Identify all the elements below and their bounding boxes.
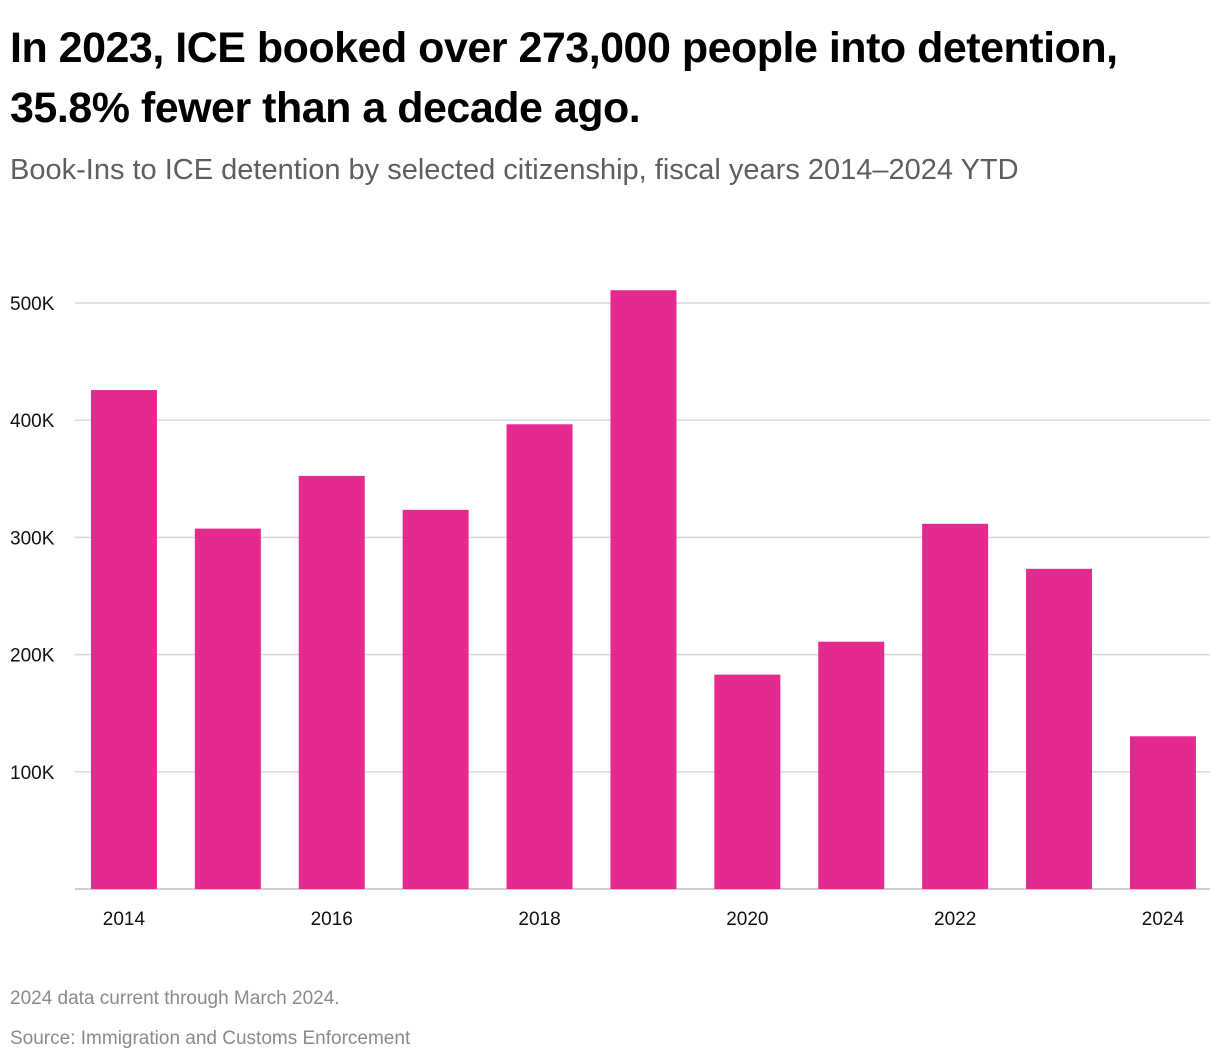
x-tick-label: 2018 — [518, 909, 560, 930]
bar-2016 — [298, 475, 365, 889]
x-tick-label: 2014 — [103, 909, 146, 930]
x-tick-label: 2016 — [311, 909, 353, 930]
x-tick-label: 2020 — [726, 909, 768, 930]
bar-2023 — [1026, 568, 1093, 889]
y-tick-label: 200K — [10, 646, 55, 667]
chart-title: In 2023, ICE booked over 273,000 people … — [10, 24, 1118, 132]
bar-2021 — [818, 641, 885, 889]
y-tick-label: 500K — [10, 294, 55, 315]
x-tick-label: 2024 — [1142, 909, 1185, 930]
y-tick-label: 100K — [10, 763, 55, 784]
bar-2022 — [922, 523, 989, 889]
y-tick-label: 300K — [10, 528, 55, 549]
source-note: Source: Immigration and Customs Enforcem… — [10, 1028, 411, 1049]
bar-2015 — [194, 528, 261, 889]
x-tick-label: 2022 — [934, 909, 976, 930]
y-tick-label: 400K — [10, 411, 55, 432]
bar-2024 — [1129, 736, 1196, 889]
bar-2018 — [506, 424, 573, 889]
bar-2014 — [90, 390, 157, 889]
chart-subtitle: Book-Ins to ICE detention by selected ci… — [10, 154, 1019, 186]
bar-2017 — [402, 509, 469, 889]
data-note: 2024 data current through March 2024. — [10, 988, 340, 1009]
bar-2020 — [714, 674, 781, 889]
bar-2019 — [610, 290, 677, 889]
